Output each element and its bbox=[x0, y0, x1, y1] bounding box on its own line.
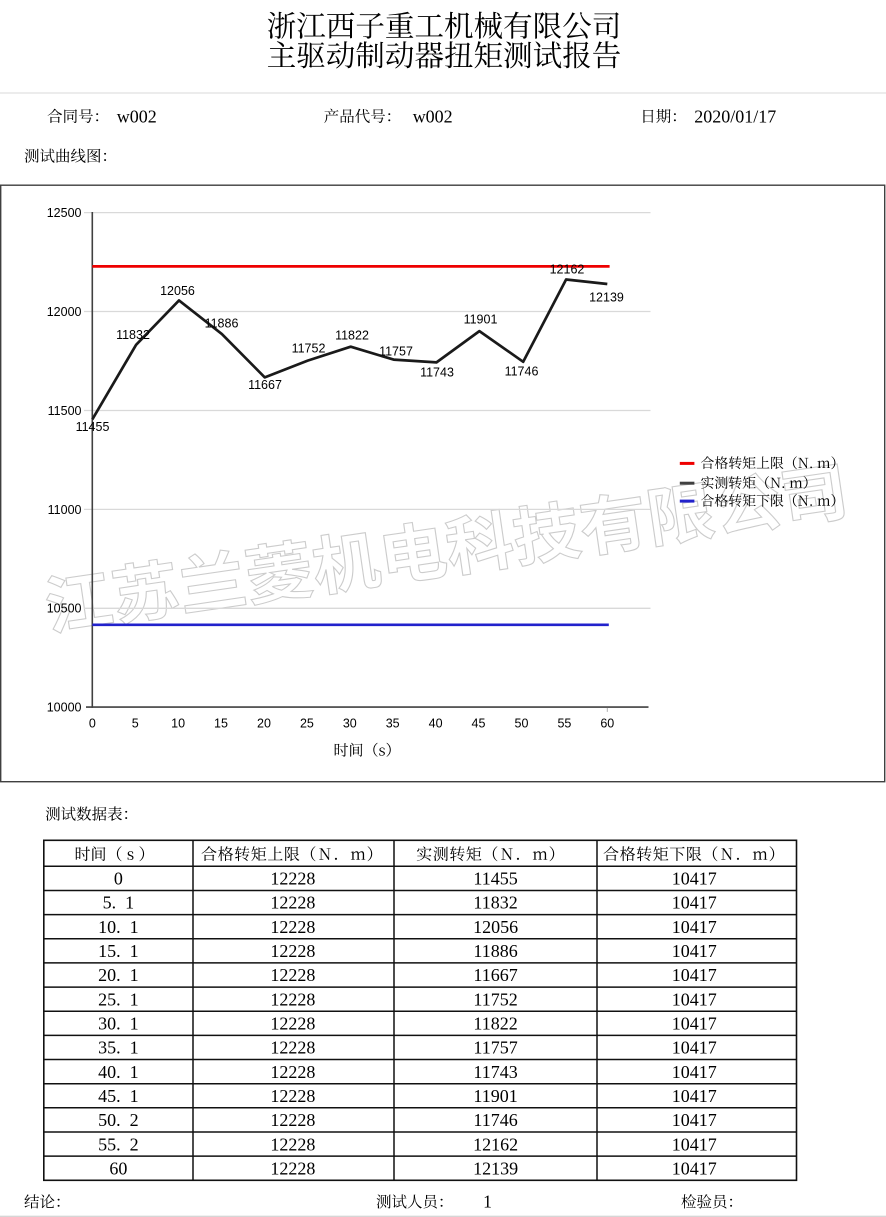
svg-text:0: 0 bbox=[114, 869, 123, 889]
svg-text:10417: 10417 bbox=[672, 1062, 717, 1082]
svg-text:11455: 11455 bbox=[473, 869, 517, 889]
svg-text:11667: 11667 bbox=[473, 965, 517, 985]
svg-text:11743: 11743 bbox=[473, 1062, 517, 1082]
svg-text:30: 30 bbox=[343, 717, 357, 731]
svg-text:11752: 11752 bbox=[292, 342, 326, 356]
svg-text:11500: 11500 bbox=[48, 404, 82, 418]
svg-text:10417: 10417 bbox=[672, 989, 717, 1009]
svg-text:11743: 11743 bbox=[420, 366, 454, 380]
svg-text:25. 1: 25. 1 bbox=[98, 989, 139, 1009]
svg-text:10417: 10417 bbox=[672, 941, 717, 961]
svg-text:11832: 11832 bbox=[116, 328, 150, 342]
svg-text:11901: 11901 bbox=[473, 1086, 517, 1106]
svg-text:10417: 10417 bbox=[672, 1086, 717, 1106]
svg-text:12228: 12228 bbox=[270, 1158, 315, 1178]
svg-text:0: 0 bbox=[89, 717, 96, 731]
svg-text:12500: 12500 bbox=[47, 206, 82, 220]
svg-text:12228: 12228 bbox=[270, 1062, 315, 1082]
svg-text:11832: 11832 bbox=[473, 893, 517, 913]
svg-text:10417: 10417 bbox=[672, 1038, 717, 1058]
svg-text:11000: 11000 bbox=[48, 503, 82, 517]
svg-text:11822: 11822 bbox=[473, 1014, 517, 1034]
svg-text:11886: 11886 bbox=[205, 317, 239, 331]
svg-text:10417: 10417 bbox=[672, 1158, 717, 1178]
svg-text:60: 60 bbox=[109, 1158, 127, 1178]
svg-text:50. 2: 50. 2 bbox=[98, 1110, 139, 1130]
svg-text:11757: 11757 bbox=[473, 1038, 517, 1058]
svg-text:12228: 12228 bbox=[270, 1110, 315, 1130]
svg-text:10417: 10417 bbox=[672, 893, 717, 913]
svg-text:55: 55 bbox=[557, 717, 571, 731]
svg-text:w002: w002 bbox=[117, 106, 157, 126]
svg-text:20. 1: 20. 1 bbox=[98, 965, 139, 985]
svg-text:12228: 12228 bbox=[270, 1086, 315, 1106]
svg-text:55. 2: 55. 2 bbox=[98, 1134, 139, 1154]
svg-text:11746: 11746 bbox=[473, 1110, 517, 1130]
svg-text:10000: 10000 bbox=[47, 701, 82, 715]
svg-text:11886: 11886 bbox=[473, 941, 517, 961]
svg-text:50: 50 bbox=[515, 717, 529, 731]
svg-text:10500: 10500 bbox=[47, 602, 82, 616]
svg-text:1: 1 bbox=[483, 1191, 492, 1211]
svg-text:12139: 12139 bbox=[589, 291, 624, 305]
svg-text:12228: 12228 bbox=[270, 989, 315, 1009]
svg-text:20: 20 bbox=[257, 717, 271, 731]
svg-text:30. 1: 30. 1 bbox=[98, 1014, 139, 1034]
svg-text:12228: 12228 bbox=[270, 941, 315, 961]
svg-text:60: 60 bbox=[600, 717, 614, 731]
svg-text:12228: 12228 bbox=[270, 1038, 315, 1058]
svg-text:40. 1: 40. 1 bbox=[98, 1062, 139, 1082]
svg-text:15: 15 bbox=[214, 717, 228, 731]
svg-text:10417: 10417 bbox=[672, 1014, 717, 1034]
svg-text:12162: 12162 bbox=[550, 263, 585, 277]
svg-text:10417: 10417 bbox=[672, 1134, 717, 1154]
svg-text:10417: 10417 bbox=[672, 869, 717, 889]
svg-text:11901: 11901 bbox=[464, 313, 498, 327]
svg-text:12139: 12139 bbox=[473, 1158, 518, 1178]
svg-text:12228: 12228 bbox=[270, 869, 315, 889]
svg-text:12056: 12056 bbox=[473, 917, 518, 937]
svg-text:10. 1: 10. 1 bbox=[98, 917, 139, 937]
svg-text:w002: w002 bbox=[413, 106, 453, 126]
svg-text:35: 35 bbox=[386, 717, 400, 731]
svg-text:12228: 12228 bbox=[270, 965, 315, 985]
svg-text:10417: 10417 bbox=[672, 917, 717, 937]
svg-text:45: 45 bbox=[472, 717, 486, 731]
svg-text:15. 1: 15. 1 bbox=[98, 941, 139, 961]
svg-text:12228: 12228 bbox=[270, 917, 315, 937]
svg-text:11746: 11746 bbox=[505, 365, 539, 379]
svg-text:11667: 11667 bbox=[248, 378, 282, 392]
svg-text:5: 5 bbox=[132, 717, 139, 731]
svg-text:12228: 12228 bbox=[270, 893, 315, 913]
svg-text:40: 40 bbox=[429, 717, 443, 731]
svg-text:12228: 12228 bbox=[270, 1134, 315, 1154]
svg-text:25: 25 bbox=[300, 717, 314, 731]
svg-text:11752: 11752 bbox=[473, 989, 517, 1009]
svg-text:10417: 10417 bbox=[672, 965, 717, 985]
svg-text:12000: 12000 bbox=[47, 305, 82, 319]
svg-text:10417: 10417 bbox=[672, 1110, 717, 1130]
svg-text:2020/01/17: 2020/01/17 bbox=[694, 106, 776, 126]
svg-text:12056: 12056 bbox=[160, 284, 195, 298]
svg-text:12228: 12228 bbox=[270, 1014, 315, 1034]
svg-text:11757: 11757 bbox=[379, 345, 413, 359]
svg-text:12162: 12162 bbox=[473, 1134, 518, 1154]
svg-text:11455: 11455 bbox=[76, 420, 110, 434]
svg-text:10: 10 bbox=[171, 717, 185, 731]
svg-text:35. 1: 35. 1 bbox=[98, 1038, 139, 1058]
svg-text:11822: 11822 bbox=[335, 329, 369, 343]
svg-text:5. 1: 5. 1 bbox=[103, 893, 135, 913]
svg-text:45. 1: 45. 1 bbox=[98, 1086, 139, 1106]
